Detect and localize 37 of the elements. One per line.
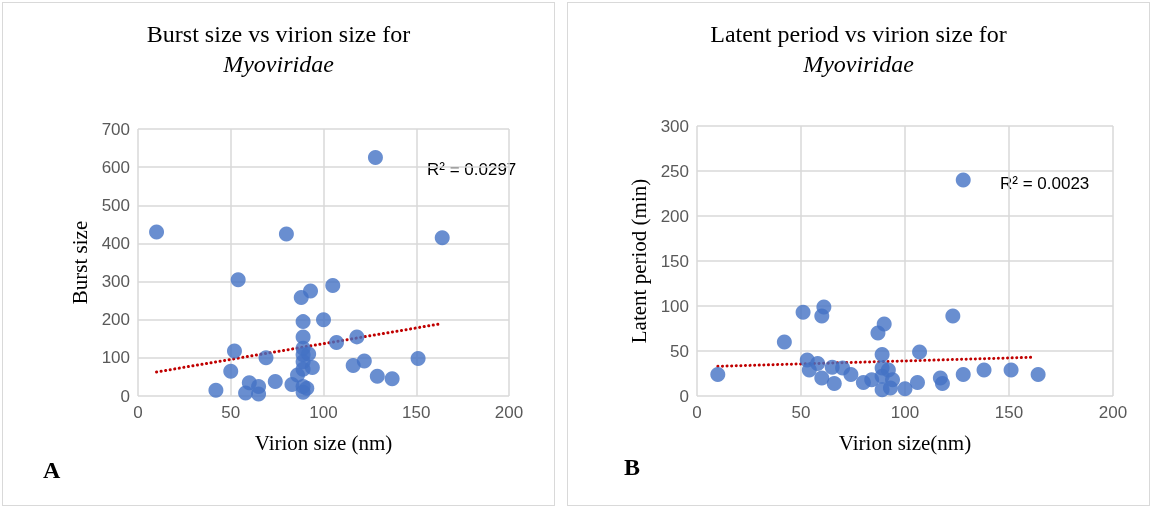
- chart-subtitle: Myoviridae: [802, 51, 915, 77]
- y-tick-label: 100: [101, 348, 130, 368]
- y-tick-label: 300: [101, 272, 130, 292]
- x-tick-label: 50: [221, 403, 241, 422]
- y-tick-label: 600: [101, 157, 130, 177]
- x-tick-label: 0: [133, 403, 143, 422]
- y-tick-label: 400: [101, 233, 130, 253]
- y-tick-label: 250: [660, 161, 689, 181]
- y-tick-label: 200: [660, 206, 689, 226]
- x-axis-title: Virion size (nm): [254, 430, 393, 455]
- y-tick-label: 0: [120, 386, 130, 406]
- x-tick-label: 150: [994, 403, 1024, 422]
- text: B: [624, 454, 641, 480]
- y-tick-label: 150: [660, 251, 689, 271]
- text: A: [43, 457, 61, 483]
- chart-title: Burst size vs virion size for: [146, 21, 411, 47]
- y-axis-title: Latent period (min): [626, 178, 651, 344]
- chart-title: Latent period vs virion size for: [710, 21, 1007, 47]
- y-tick-label: 100: [660, 296, 689, 316]
- x-tick-label: 200: [494, 403, 524, 422]
- y-axis-title: Burst size: [67, 220, 92, 305]
- x-tick-label: 0: [692, 403, 702, 422]
- y-tick-label: 0: [679, 386, 689, 406]
- x-tick-label: 200: [1098, 403, 1128, 422]
- chart-subtitle: Myoviridae: [222, 51, 335, 77]
- x-tick-label: 150: [402, 403, 431, 422]
- x-tick-label: 100: [890, 403, 920, 422]
- y-tick-label: 500: [101, 195, 130, 215]
- y-tick-label: 300: [660, 116, 689, 136]
- y-tick-label: 50: [670, 341, 689, 361]
- x-tick-label: 100: [309, 403, 338, 422]
- x-axis-title: Virion size(nm): [838, 430, 972, 455]
- y-tick-label: 700: [101, 119, 130, 139]
- annotation: R² = 0.0023: [1000, 174, 1090, 193]
- x-tick-label: 50: [791, 403, 811, 422]
- annotation: R² = 0.0297: [427, 160, 517, 179]
- y-tick-label: 200: [101, 310, 130, 330]
